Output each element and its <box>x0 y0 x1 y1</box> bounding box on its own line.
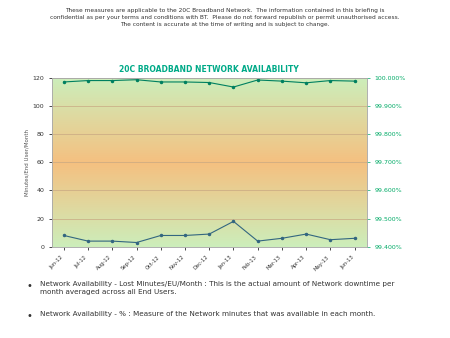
Text: Network Availability - Lost Minutes/EU/Month : This is the actual amount of Netw: Network Availability - Lost Minutes/EU/M… <box>40 281 395 294</box>
Y-axis label: Minutes/End User/Month: Minutes/End User/Month <box>25 129 30 196</box>
Text: •: • <box>27 311 33 321</box>
Text: Network Availability - % : Measure of the Network minutes that was available in : Network Availability - % : Measure of th… <box>40 311 376 317</box>
Title: 20C BROADBAND NETWORK AVAILABILITY: 20C BROADBAND NETWORK AVAILABILITY <box>119 65 299 74</box>
Text: •: • <box>27 281 33 291</box>
Text: These measures are applicable to the 20C Broadband Network.  The information con: These measures are applicable to the 20C… <box>50 8 400 27</box>
